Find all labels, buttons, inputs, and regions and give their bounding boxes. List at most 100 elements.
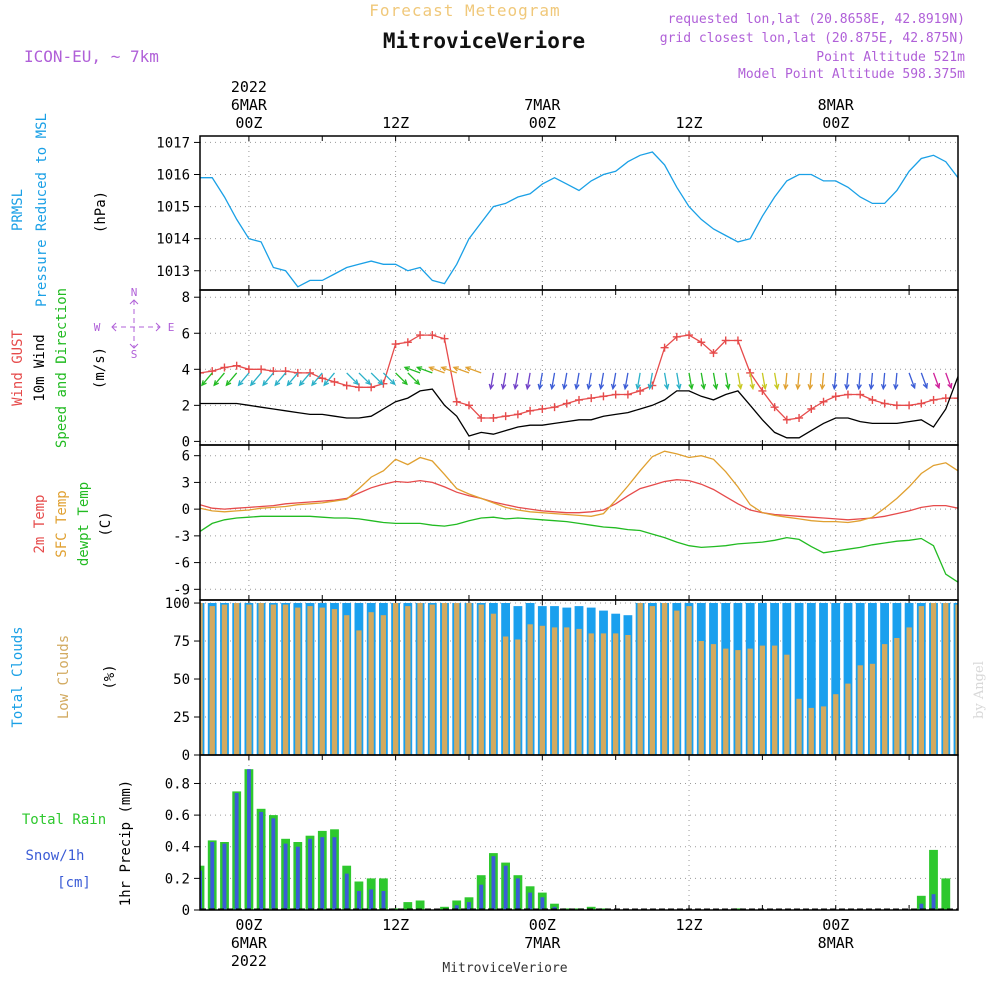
snow-bar [503, 865, 508, 910]
wind-arrow-head [737, 383, 743, 391]
wind-arrow-head [298, 380, 305, 387]
series-line-wind-gust [200, 334, 958, 421]
wind-arrow [502, 372, 507, 389]
rain-bar [586, 906, 596, 910]
snow-bar [283, 843, 288, 910]
compass-w: W [94, 321, 101, 334]
low-cloud-bar [576, 628, 582, 755]
rain-bar [599, 908, 608, 910]
low-cloud-bar [906, 627, 912, 755]
wind-arrow [311, 372, 323, 386]
wind-arrow [538, 372, 543, 389]
y-tick-label: 0.8 [165, 776, 190, 792]
rain-bar [440, 906, 449, 910]
low-cloud-bar [380, 615, 386, 755]
wind-arrow-head [190, 380, 195, 385]
wind-arrow [200, 372, 201, 374]
wind-arrow-head [500, 383, 507, 391]
y-tick-label: 6 [182, 449, 190, 465]
low-cloud-bar [282, 604, 289, 755]
wind-arrow-head [856, 383, 862, 391]
wind-arrow [663, 372, 668, 389]
cloud-labels: Total Clouds Low Clouds (%) [10, 626, 118, 727]
snow-bar [381, 891, 386, 910]
wind-arrow-head [389, 379, 396, 386]
y-tick-label: 0.2 [165, 871, 190, 887]
low-cloud-bar [564, 627, 570, 755]
wind-arrow-head [274, 380, 281, 387]
wind-arrow [624, 372, 629, 389]
bottom-hour-label: 00Z [235, 916, 262, 934]
top-date-label: 7MAR [524, 96, 561, 114]
low-cloud-bar [882, 644, 888, 755]
low-cloud-bar [649, 606, 655, 755]
panel-4-marks [200, 769, 958, 910]
panel-frame [199, 289, 959, 446]
low-cloud-bar [295, 607, 301, 755]
temp-sfc-label: SFC Temp [54, 490, 70, 557]
wind-arrow-head [647, 383, 654, 391]
wind-arrow-head [323, 380, 330, 387]
low-cloud-bar [393, 603, 399, 755]
snow-bar [454, 905, 459, 910]
snow-bar [491, 856, 496, 910]
low-cloud-bar [637, 603, 643, 755]
wind-arrow [648, 372, 653, 389]
wind-arrow [250, 372, 262, 386]
wind-arrow-head [549, 383, 556, 391]
top-year-label: 2022 [231, 78, 267, 96]
wind-arrow-head [262, 380, 268, 387]
y-tick-label: 0.6 [165, 808, 190, 824]
wind-arrow [821, 372, 825, 389]
low-cloud-bar [894, 638, 900, 755]
wind-arrow [395, 372, 408, 385]
bottom-station-label: MitroviceVeriore [442, 961, 567, 976]
temp-2m-label: 2m Temp [32, 494, 48, 553]
wind-gust-label: Wind GUST [10, 330, 26, 406]
wind-arrow-head [700, 383, 707, 391]
low-cloud-bar [833, 694, 839, 755]
low-cloud-bar [441, 603, 448, 755]
low-cloud-bar [331, 609, 338, 755]
wind-arrow-head [311, 380, 317, 387]
wind-arrow [358, 372, 371, 385]
wind-arrow [612, 372, 617, 389]
rain-bar [415, 900, 425, 910]
low-cloud-bar [429, 604, 435, 755]
snow-bar [467, 902, 471, 910]
wind-arrow [749, 372, 754, 389]
wind-arrow-head [537, 383, 544, 391]
snow-bar [271, 818, 276, 910]
wind-arrow-head [972, 383, 976, 388]
wind-arrow-head [414, 379, 421, 386]
low-cloud-bar [454, 603, 460, 755]
wind-arrow-head [200, 380, 207, 387]
wind-arrow [575, 372, 580, 389]
wind-arrow [262, 372, 274, 386]
rain-bar [391, 908, 400, 910]
low-cloud-bar [661, 603, 668, 755]
low-cloud-bar [527, 624, 533, 755]
low-cloud-bar [930, 603, 937, 755]
wind-arrow [551, 372, 556, 389]
low-cloud-bar [221, 604, 228, 755]
low-cloud-bar [808, 707, 814, 755]
precip-rain-label: Total Rain [22, 812, 106, 828]
wind-arrow [882, 372, 886, 389]
bottom-date-label: 7MAR [524, 934, 561, 952]
wind-arrow [600, 372, 605, 389]
wind-arrow [908, 372, 916, 389]
low-cloud-bar [869, 663, 876, 755]
series-line-prmsl [200, 151, 958, 288]
bottom-hour-label: 12Z [382, 916, 409, 934]
model-altitude: Model Point Altitude 598.375m [738, 67, 965, 82]
snow-bar [210, 842, 215, 910]
temp-dew-label: dewpt Temp [76, 482, 92, 566]
y-tick-label: -9 [173, 582, 190, 598]
station-title: MitroviceVeriore [383, 29, 585, 53]
low-cloud-bar [625, 635, 631, 755]
wind-arrow [225, 372, 238, 386]
requested-location: requested lon,lat (20.8658E, 42.8919N) [668, 12, 965, 27]
wind-arrow-head [365, 379, 372, 386]
